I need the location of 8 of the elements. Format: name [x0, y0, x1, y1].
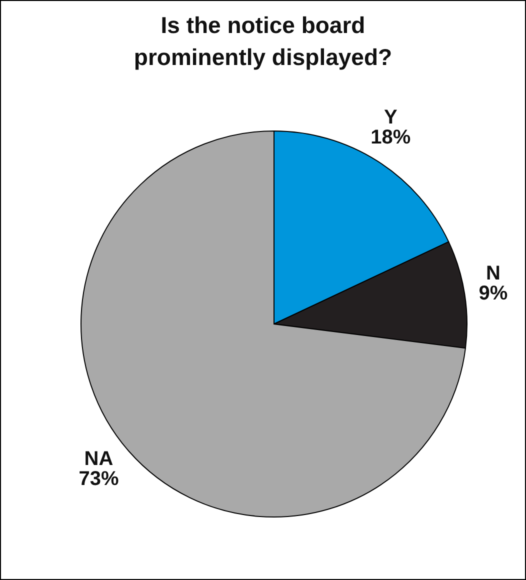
data-label: 18%: [370, 126, 411, 148]
chart-title: Is the notice board prominently displayed?: [132, 11, 394, 72]
data-label: 9%: [478, 282, 508, 304]
data-label: 73%: [78, 468, 119, 490]
slice-label: N: [486, 262, 500, 284]
slice-label: Y: [384, 106, 398, 128]
slice-label: NA: [84, 448, 114, 470]
pie-slice: [80, 130, 466, 518]
